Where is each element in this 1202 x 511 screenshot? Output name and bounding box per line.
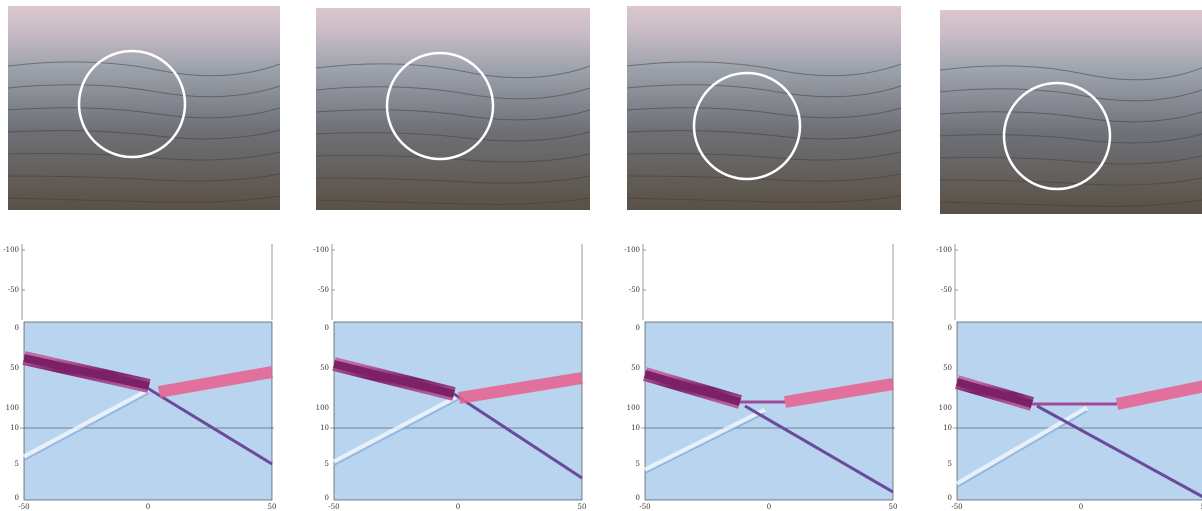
y-tick-label: -100 xyxy=(313,246,329,254)
y-tick-label: 5 xyxy=(325,460,329,468)
x-tick-label: 50 xyxy=(578,503,587,511)
y-tick-label: 10 xyxy=(943,424,952,432)
y-tick-label: 0 xyxy=(325,324,329,332)
y-tick-label: 0 xyxy=(15,324,19,332)
y-tick-label: 5 xyxy=(636,460,640,468)
plot-area xyxy=(334,322,582,500)
x-tick-label: -50 xyxy=(639,503,650,511)
y-tick-label: 0 xyxy=(948,324,952,332)
y-tick-label: 10 xyxy=(631,424,640,432)
x-tick-label: -50 xyxy=(328,503,339,511)
y-tick-label: 0 xyxy=(15,494,19,502)
x-tick-label: -50 xyxy=(951,503,962,511)
y-tick-label: 10 xyxy=(320,424,329,432)
x-tick-label: 0 xyxy=(1079,503,1083,511)
y-tick-label: -100 xyxy=(936,246,952,254)
x-tick-label: 50 xyxy=(889,503,898,511)
x-tick-label: 50 xyxy=(268,503,277,511)
y-tick-label: -50 xyxy=(629,286,640,294)
y-tick-label: 5 xyxy=(15,460,19,468)
y-tick-label: 50 xyxy=(943,364,952,372)
y-tick-label: -100 xyxy=(624,246,640,254)
y-tick-label: 100 xyxy=(939,404,952,412)
plot-area xyxy=(645,322,893,500)
y-tick-label: 0 xyxy=(636,494,640,502)
y-tick-label: -50 xyxy=(8,286,19,294)
x-tick-label: -50 xyxy=(18,503,29,511)
plot-area xyxy=(24,322,272,500)
figure: -100-500501001050-50050-100-500501001050… xyxy=(0,0,1202,511)
y-tick-label: -50 xyxy=(941,286,952,294)
photo xyxy=(316,8,590,210)
x-tick-label: 0 xyxy=(146,503,150,511)
y-tick-label: 0 xyxy=(948,494,952,502)
y-tick-label: 50 xyxy=(10,364,19,372)
y-tick-label: 5 xyxy=(948,460,952,468)
y-tick-label: -100 xyxy=(3,246,19,254)
y-tick-label: 100 xyxy=(316,404,329,412)
x-tick-label: 0 xyxy=(767,503,771,511)
y-tick-label: 0 xyxy=(636,324,640,332)
y-tick-label: 100 xyxy=(627,404,640,412)
y-tick-label: 50 xyxy=(320,364,329,372)
y-tick-label: 10 xyxy=(10,424,19,432)
y-tick-label: 0 xyxy=(325,494,329,502)
y-tick-label: 50 xyxy=(631,364,640,372)
y-tick-label: 100 xyxy=(6,404,19,412)
x-tick-label: 0 xyxy=(456,503,460,511)
y-tick-label: -50 xyxy=(318,286,329,294)
